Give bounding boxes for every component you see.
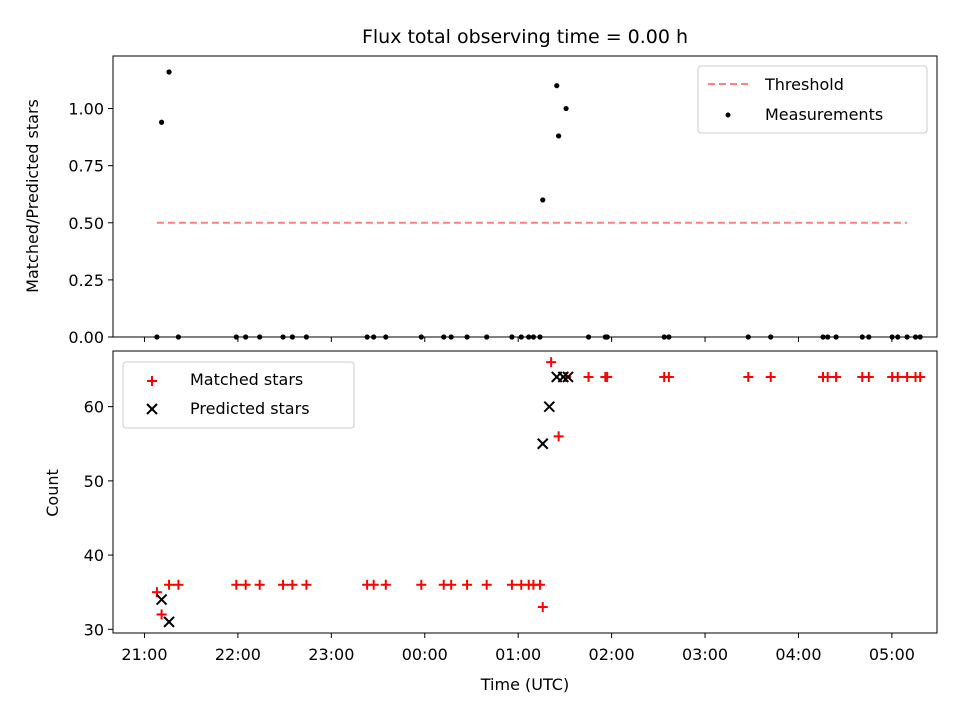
measurement-point (166, 69, 172, 75)
matched-star-point (278, 579, 289, 590)
predicted-star-point (155, 593, 168, 606)
measurement-point (554, 83, 560, 89)
matched-star-point (915, 371, 926, 382)
matched-star-point (553, 431, 564, 442)
matched-star-point (534, 579, 545, 590)
bottom-xtick-label: 04:00 (775, 645, 821, 664)
measurement-point (540, 197, 546, 203)
matched-star-point (462, 579, 473, 590)
bottom-ytick-label: 30 (84, 620, 104, 639)
matched-star-point (663, 371, 674, 382)
matched-star-point (481, 579, 492, 590)
legend-measurements-label: Measurements (765, 105, 883, 124)
bottom-plot-area (151, 357, 926, 628)
matched-star-point (892, 371, 903, 382)
matched-star-point (446, 579, 457, 590)
matched-star-point (546, 357, 557, 368)
matched-star-point (156, 609, 167, 620)
legend-predicted-label: Predicted stars (190, 399, 310, 418)
top-ytick-label: 0.50 (68, 214, 104, 233)
legend-matched-label: Matched stars (190, 370, 303, 389)
bottom-legend-box (122, 361, 355, 429)
chart-title: Flux total observing time = 0.00 h (362, 26, 688, 48)
bottom-xtick-label: 22:00 (215, 645, 261, 664)
bottom-axes-frame (112, 350, 938, 634)
top-axes-frame (112, 55, 938, 338)
matched-star-point (863, 371, 874, 382)
predicted-star-point (537, 438, 549, 450)
legend-predicted-swatch (146, 403, 158, 415)
bottom-ylabel: Count (43, 469, 62, 517)
predicted-star-point (543, 400, 555, 413)
matched-star-point (506, 579, 517, 590)
bottom-xtick-label: 03:00 (682, 645, 728, 664)
top-legend-box (697, 65, 928, 134)
matched-star-point (822, 371, 833, 382)
top-y-axis: 0.00 0.25 0.50 0.75 1.00 (68, 100, 113, 347)
top-ylabel: Matched/Predicted stars (23, 99, 42, 293)
bottom-ytick-label: 40 (84, 546, 104, 565)
matched-star-point (231, 579, 242, 590)
matched-star-point (254, 579, 265, 590)
top-ytick-label: 0.75 (68, 157, 104, 176)
measurement-point (563, 105, 569, 112)
predicted-star-point (163, 616, 175, 628)
measurement-point (556, 133, 562, 139)
matched-star-point (602, 371, 613, 382)
matched-star-point (240, 579, 251, 590)
matched-star-point (831, 371, 842, 382)
matched-star-point (368, 579, 379, 590)
measurement-point (158, 119, 165, 125)
predicted-star-point (562, 371, 574, 383)
bottom-xlabel: Time (UTC) (480, 675, 569, 694)
matched-star-point (301, 579, 312, 590)
matched-star-point (380, 579, 391, 590)
matched-star-point (743, 371, 754, 382)
matched-star-point (902, 371, 913, 382)
top-x-axis (143, 337, 893, 342)
bottom-xtick-label: 21:00 (121, 645, 167, 664)
top-ytick-label: 0.25 (68, 271, 104, 290)
bottom-xtick-label: 00:00 (402, 645, 448, 664)
predicted-star-point (557, 371, 570, 383)
matched-star-point (537, 602, 548, 613)
bottom-xtick-label: 01:00 (495, 645, 541, 664)
matched-star-point (765, 371, 776, 382)
matched-star-point (173, 579, 184, 590)
legend-threshold-label: Threshold (764, 75, 844, 94)
bottom-y-axis: 30 40 50 60 (84, 398, 113, 639)
legend-matched-swatch (147, 376, 157, 386)
top-plot-area (154, 69, 923, 340)
bottom-ytick-label: 50 (84, 472, 104, 491)
bottom-xtick-label: 23:00 (308, 645, 354, 664)
matched-star-point (164, 579, 175, 590)
matched-star-point (287, 579, 298, 590)
bottom-ytick-label: 60 (84, 398, 104, 417)
top-ytick-label: 1.00 (68, 100, 104, 119)
top-legend: Threshold Measurements (697, 65, 928, 134)
matched-star-point (416, 579, 427, 590)
top-ytick-label: 0.00 (68, 328, 104, 347)
bottom-legend: Matched stars Predicted stars (122, 361, 355, 429)
bottom-xtick-label: 02:00 (589, 645, 635, 664)
legend-measurements-swatch (725, 112, 731, 118)
bottom-xtick-label: 05:00 (869, 645, 915, 664)
matched-star-point (583, 371, 594, 382)
bottom-x-axis: 21:00 22:00 23:00 00:00 01:00 02:00 03:00 04:00… (121, 633, 915, 664)
